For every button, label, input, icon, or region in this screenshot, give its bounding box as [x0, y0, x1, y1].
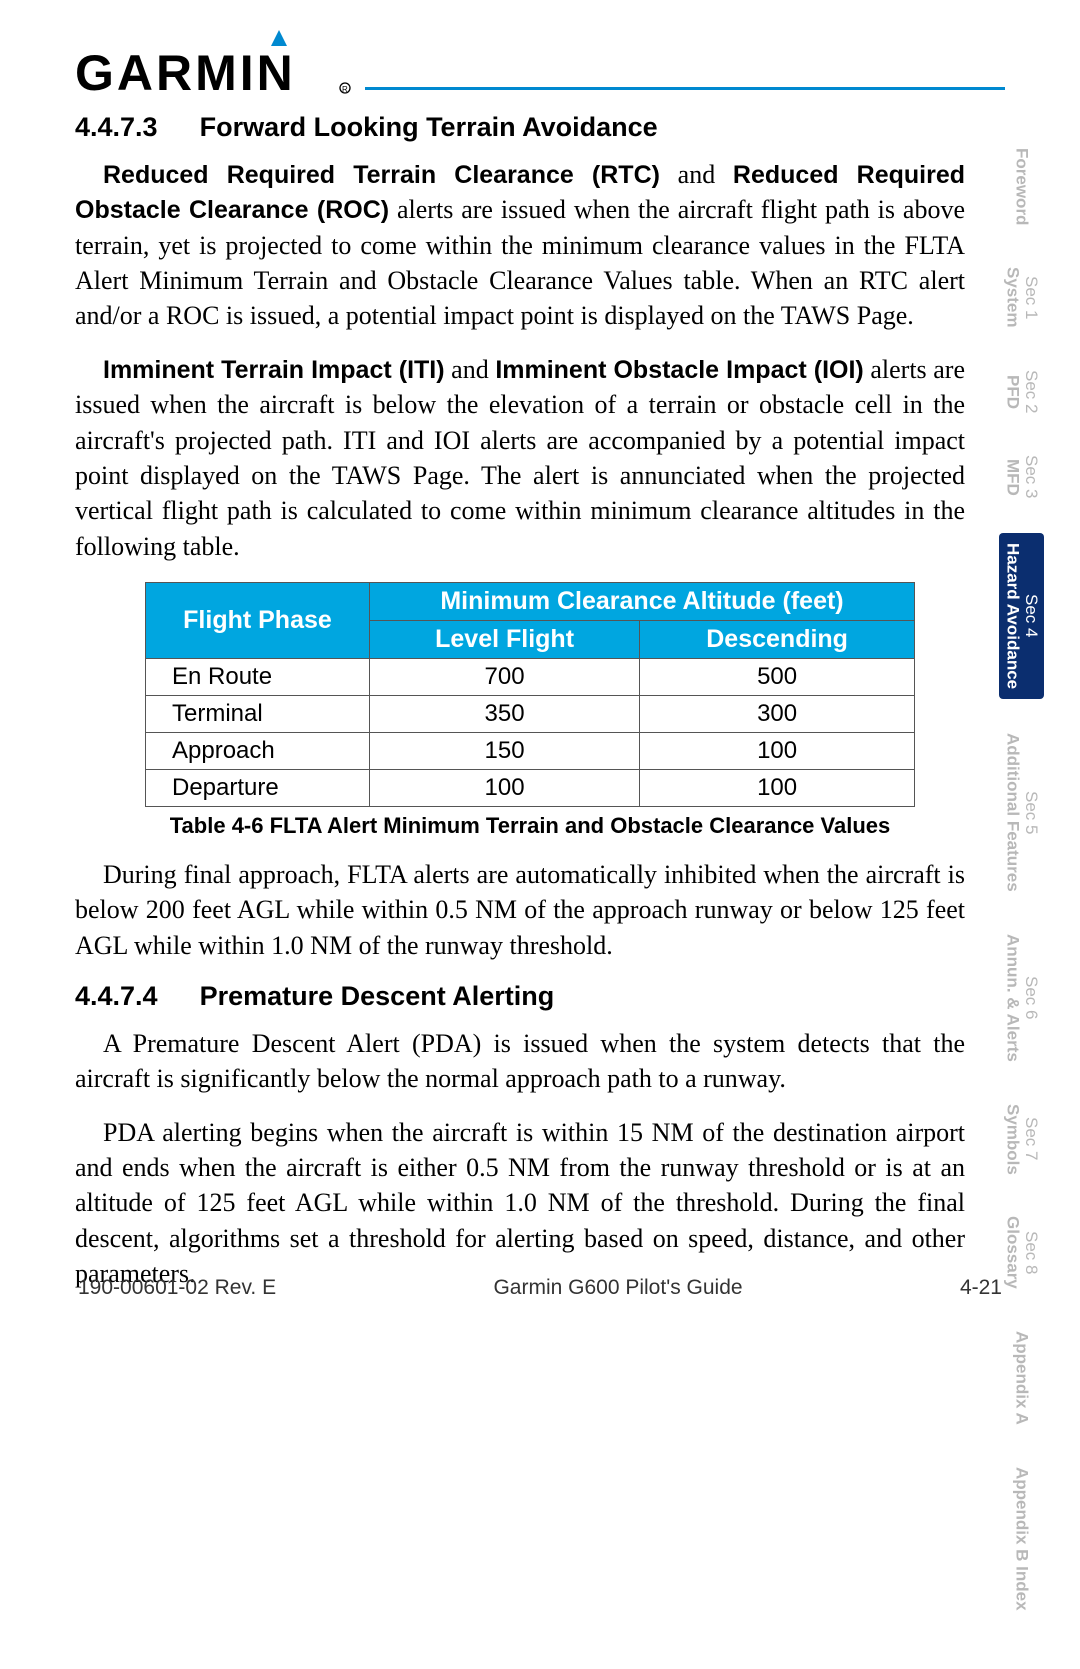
footer-center: Garmin G600 Pilot's Guide: [493, 1276, 742, 1300]
text-rest2: alerts are issued when the aircraft is b…: [75, 355, 965, 561]
table-row: Departure 100 100: [146, 769, 915, 806]
text-and2: and: [445, 355, 496, 384]
logo-area: GARMIN R: [75, 30, 1005, 100]
section-heading-4474: 4.4.7.4 Premature Descent Alerting: [75, 981, 965, 1012]
bold-ioi: Imminent Obstacle Impact (IOI): [495, 356, 863, 384]
th-level: Level Flight: [369, 620, 639, 658]
tab-sec8[interactable]: Sec 8Glossary: [1001, 1208, 1042, 1297]
tab-sec6[interactable]: Sec 6Annun. & Alerts: [1001, 926, 1042, 1070]
tab-sec2[interactable]: Sec 2PFD: [1001, 362, 1042, 421]
text-para4: A Premature Descent Alert (PDA) is issue…: [75, 1029, 965, 1093]
cell-level: 700: [369, 658, 639, 695]
th-min-clearance: Minimum Clearance Altitude (feet): [369, 582, 914, 620]
cell-desc: 500: [640, 658, 915, 695]
cell-phase: Approach: [146, 732, 370, 769]
text-para5: PDA alerting begins when the aircraft is…: [75, 1118, 965, 1288]
section-title: Forward Looking Terrain Avoidance: [200, 112, 658, 142]
paragraph-final-approach: During final approach, FLTA alerts are a…: [75, 857, 965, 963]
cell-level: 100: [369, 769, 639, 806]
paragraph-pda-intro: A Premature Descent Alert (PDA) is issue…: [75, 1026, 965, 1097]
cell-phase: Terminal: [146, 695, 370, 732]
page: GARMIN R 4.4.7.3 Forward Looking Terrain …: [0, 0, 1080, 1360]
cell-desc: 300: [640, 695, 915, 732]
tab-sec3[interactable]: Sec 3MFD: [1001, 447, 1042, 506]
table-caption: Table 4-6 FLTA Alert Minimum Terrain and…: [145, 813, 915, 839]
svg-text:GARMIN: GARMIN: [75, 45, 296, 100]
text-and: and: [660, 160, 733, 189]
header-rule: [365, 72, 1005, 90]
garmin-logo: GARMIN R: [75, 30, 355, 100]
tab-sec1[interactable]: Sec 1System: [1001, 259, 1042, 335]
bold-rtc: Reduced Required Terrain Clearance (RTC): [103, 161, 660, 189]
section-title: Premature Descent Alerting: [200, 981, 555, 1011]
table-row: Terminal 350 300: [146, 695, 915, 732]
tab-appendix-a[interactable]: Appendix A: [1010, 1323, 1033, 1433]
paragraph-pda-detail: PDA alerting begins when the aircraft is…: [75, 1115, 965, 1292]
bold-iti: Imminent Terrain Impact (ITI): [103, 356, 445, 384]
clearance-table: Flight Phase Minimum Clearance Altitude …: [145, 582, 915, 807]
text-para3: During final approach, FLTA alerts are a…: [75, 860, 965, 960]
th-flight-phase: Flight Phase: [146, 582, 370, 658]
tab-sec5[interactable]: Sec 5Additional Features: [1001, 725, 1042, 900]
cell-phase: Departure: [146, 769, 370, 806]
footer-right: 4-21: [960, 1276, 1002, 1300]
svg-text:R: R: [342, 85, 348, 94]
section-number: 4.4.7.4: [75, 981, 158, 1012]
tab-appendix-b[interactable]: Appendix B Index: [1010, 1459, 1033, 1619]
paragraph-iti-ioi: Imminent Terrain Impact (ITI) and Immine…: [75, 352, 965, 564]
table-row: En Route 700 500: [146, 658, 915, 695]
tab-sec7[interactable]: Sec 7Symbols: [1001, 1096, 1042, 1183]
cell-desc: 100: [640, 769, 915, 806]
cell-level: 150: [369, 732, 639, 769]
footer: 190-00601-02 Rev. E Garmin G600 Pilot's …: [78, 1276, 1002, 1300]
side-tabs: Foreword Sec 1System Sec 2PFD Sec 3MFD S…: [999, 140, 1044, 1619]
paragraph-rtc-roc: Reduced Required Terrain Clearance (RTC)…: [75, 157, 965, 334]
footer-left: 190-00601-02 Rev. E: [78, 1276, 276, 1300]
section-number: 4.4.7.3: [75, 112, 158, 143]
cell-level: 350: [369, 695, 639, 732]
content: 4.4.7.3 Forward Looking Terrain Avoidance…: [75, 112, 1005, 1292]
cell-desc: 100: [640, 732, 915, 769]
th-descending: Descending: [640, 620, 915, 658]
cell-phase: En Route: [146, 658, 370, 695]
table-row: Approach 150 100: [146, 732, 915, 769]
tab-sec4-active[interactable]: Sec 4Hazard Avoidance: [999, 533, 1044, 699]
tab-foreword[interactable]: Foreword: [1010, 140, 1033, 233]
clearance-table-wrap: Flight Phase Minimum Clearance Altitude …: [145, 582, 915, 839]
section-heading-4473: 4.4.7.3 Forward Looking Terrain Avoidance: [75, 112, 965, 143]
